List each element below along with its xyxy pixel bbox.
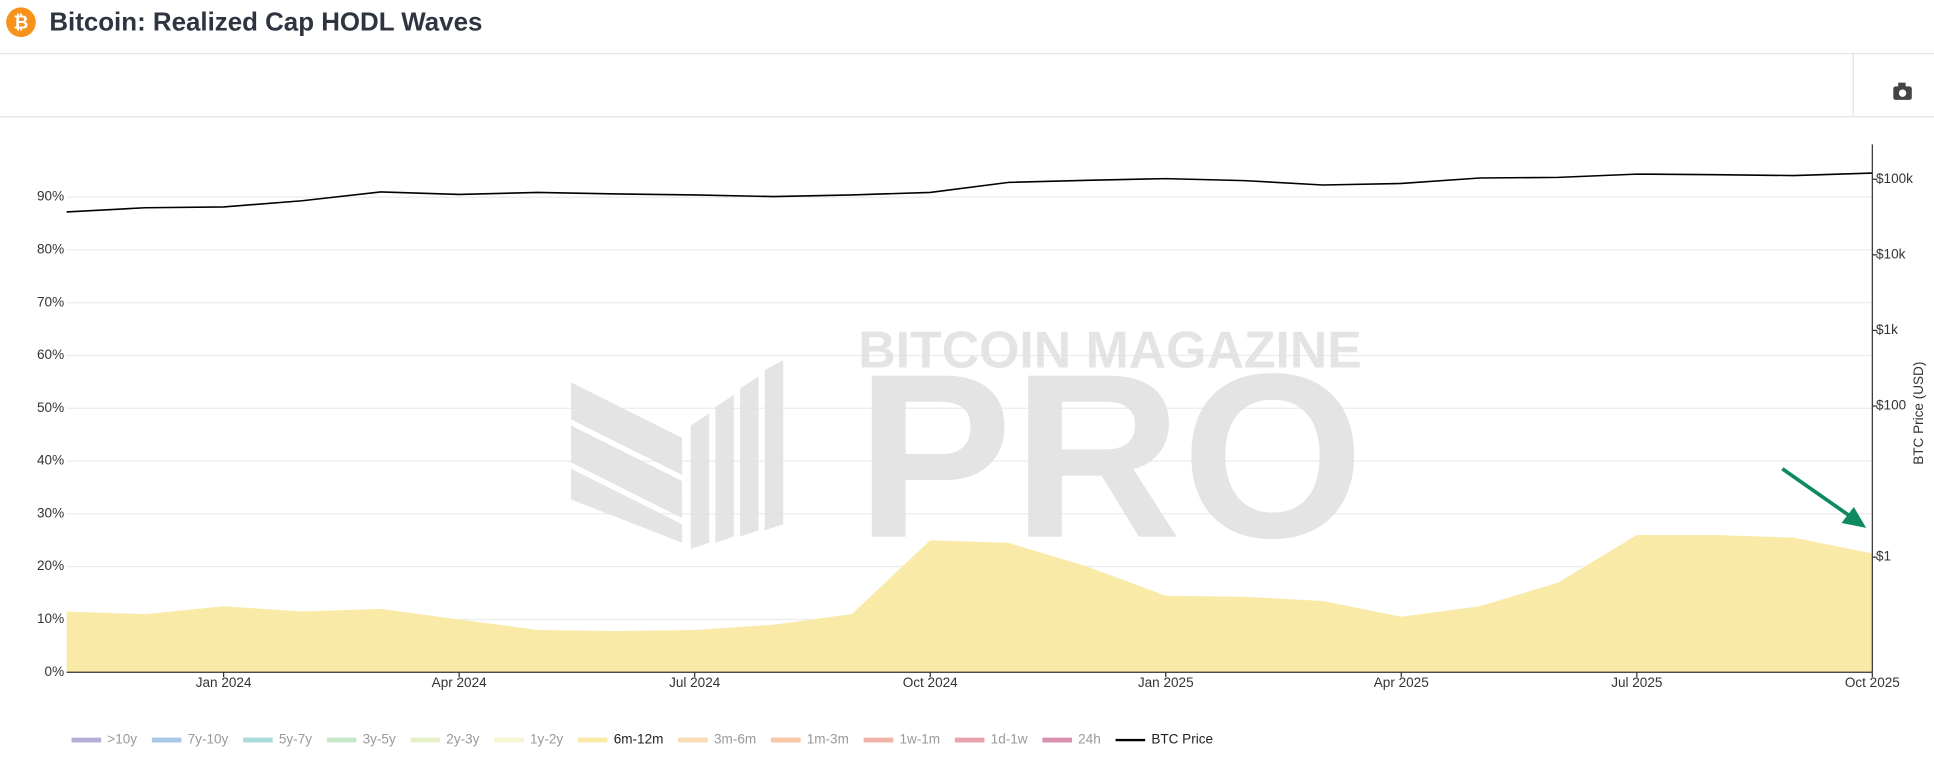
- y-tick-label: 50%: [37, 400, 64, 415]
- camera-top: [1898, 82, 1906, 88]
- camera-button[interactable]: [1893, 82, 1912, 100]
- y2-tick-label: $1: [1876, 549, 1891, 564]
- watermark-text: BITCOIN MAGAZINE: [858, 321, 1362, 379]
- watermark-logo: [764, 360, 784, 531]
- legend-item[interactable]: >10y: [71, 732, 138, 747]
- watermark-logo: [571, 468, 683, 543]
- y-tick-label: 80%: [37, 241, 64, 256]
- legend-item[interactable]: 6m-12m: [577, 732, 664, 747]
- legend-item[interactable]: 1w-1m: [863, 732, 940, 747]
- watermark-logo: [571, 425, 683, 519]
- legend-item[interactable]: 1d-1w: [954, 732, 1028, 747]
- watermark-logo: [715, 394, 734, 543]
- y-tick-label: 90%: [37, 189, 64, 204]
- x-tick-label: Jul 2024: [669, 675, 721, 690]
- legend-item[interactable]: 3y-5y: [326, 732, 396, 747]
- watermark-logo: [740, 376, 759, 537]
- bitcoin-icon-glyph: ₿: [13, 11, 28, 32]
- x-tick-label: Jul 2025: [1611, 675, 1662, 690]
- y-tick-label: 0%: [45, 664, 65, 679]
- y2-axis-label: BTC Price (USD): [1911, 362, 1926, 465]
- legend-item[interactable]: 1m-3m: [770, 732, 849, 747]
- legend-label: 1w-1m: [899, 732, 940, 747]
- legend-item[interactable]: 24h: [1042, 732, 1101, 747]
- camera-lens: [1898, 89, 1907, 97]
- watermark-logo: [571, 382, 683, 475]
- legend-item[interactable]: BTC Price: [1115, 732, 1214, 747]
- y-tick-label: 20%: [37, 558, 64, 573]
- legend-label: 24h: [1078, 732, 1101, 747]
- legend-label: BTC Price: [1151, 732, 1213, 747]
- y2-tick-label: $1k: [1876, 322, 1898, 337]
- y2-tick-label: $100: [1876, 398, 1906, 413]
- price-line: [66, 172, 1873, 213]
- legend-item[interactable]: 5y-7y: [243, 732, 312, 747]
- legend-item[interactable]: 1y-2y: [494, 732, 563, 747]
- legend-label: 1y-2y: [530, 732, 563, 747]
- y-tick-label: 60%: [37, 347, 64, 362]
- x-tick-label: Apr 2024: [432, 675, 487, 690]
- legend-label: 7y-10y: [188, 732, 229, 747]
- x-tick-label: Jan 2025: [1138, 675, 1194, 690]
- legend-label: 2y-3y: [446, 732, 479, 747]
- y-tick-label: 70%: [37, 294, 64, 309]
- annotation-arrowhead: [1841, 506, 1867, 528]
- x-tick-label: Jan 2024: [196, 675, 252, 690]
- legend-label: 3y-5y: [363, 732, 396, 747]
- x-tick-label: Oct 2024: [903, 675, 958, 690]
- y-tick-label: 30%: [37, 505, 64, 520]
- y2-tick-label: $10k: [1876, 246, 1906, 261]
- area-series: [66, 534, 1873, 673]
- legend-label: 6m-12m: [614, 732, 664, 747]
- legend-label: 1d-1w: [991, 732, 1028, 747]
- y-tick-label: 10%: [37, 611, 64, 626]
- legend-label: 5y-7y: [279, 732, 312, 747]
- x-tick-label: Oct 2025: [1845, 675, 1900, 690]
- legend-item[interactable]: 3m-6m: [678, 732, 756, 747]
- legend-label: 1m-3m: [807, 732, 849, 747]
- legend-item[interactable]: 2y-3y: [410, 732, 480, 747]
- x-tick-label: Apr 2025: [1374, 675, 1429, 690]
- page-title: Bitcoin: Realized Cap HODL Waves: [49, 8, 482, 36]
- watermark: BITCOIN MAGAZINE PRO: [571, 321, 1364, 587]
- annotation-arrow: [1781, 467, 1858, 523]
- watermark-logo: [690, 413, 710, 549]
- y2-tick-label: $100k: [1876, 171, 1913, 186]
- watermark-text: PRO: [856, 325, 1364, 587]
- bitcoin-icon: [6, 7, 36, 38]
- plot-layer: [66, 196, 1873, 673]
- y-tick-label: 40%: [37, 453, 64, 468]
- legend-item[interactable]: 7y-10y: [151, 732, 229, 747]
- legend-label: 3m-6m: [714, 732, 756, 747]
- legend-label: >10y: [107, 732, 137, 747]
